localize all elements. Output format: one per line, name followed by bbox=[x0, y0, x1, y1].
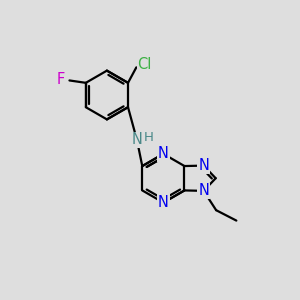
Text: N: N bbox=[198, 158, 209, 173]
Text: F: F bbox=[57, 72, 65, 87]
Text: Cl: Cl bbox=[137, 57, 152, 72]
Text: H: H bbox=[144, 131, 154, 144]
Text: N: N bbox=[158, 195, 169, 210]
Text: N: N bbox=[131, 132, 142, 147]
Text: N: N bbox=[158, 146, 169, 161]
Text: N: N bbox=[198, 183, 209, 198]
